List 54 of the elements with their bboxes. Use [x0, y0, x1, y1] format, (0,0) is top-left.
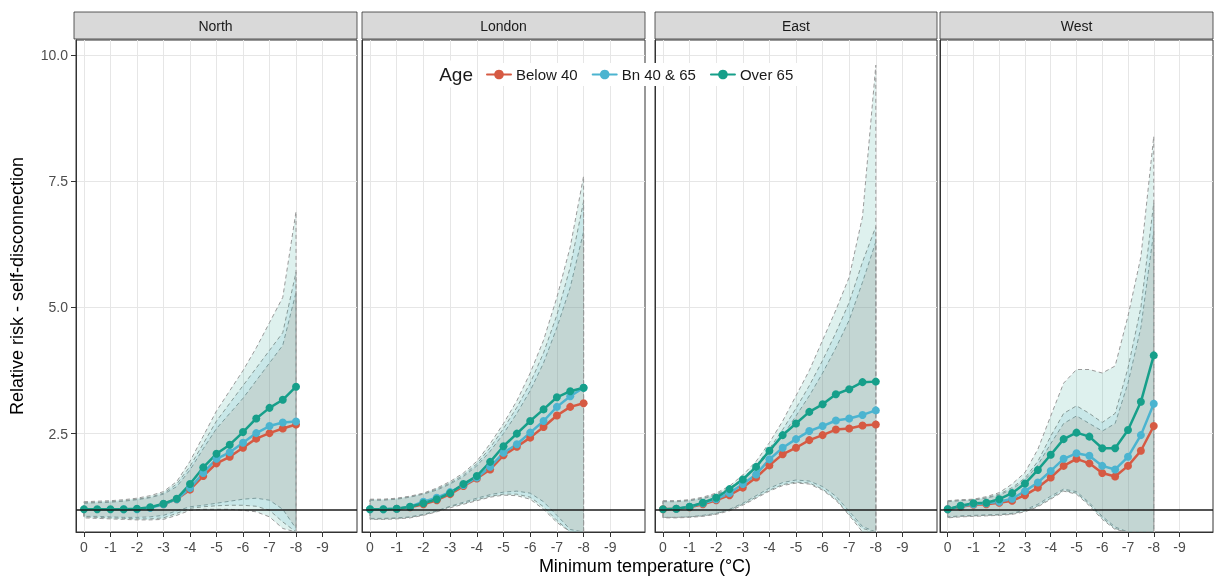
x-tick-label: -2	[993, 539, 1006, 555]
x-tick-label: -6	[1096, 539, 1109, 555]
x-tick-label: -8	[289, 539, 303, 555]
x-tick-label: -6	[523, 539, 537, 555]
x-tick-label: -6	[236, 539, 250, 555]
x-tick-label: -9	[604, 539, 617, 555]
legend-label: Below 40	[516, 66, 578, 83]
x-tick-label: -5	[1070, 539, 1083, 555]
x-tick-label: -2	[417, 539, 430, 555]
x-tick-label: -5	[789, 539, 803, 555]
x-tick-label: -2	[709, 539, 723, 555]
x-tick-label: -7	[1121, 539, 1135, 555]
x-tick-label: -7	[550, 539, 564, 555]
legend-title: Age	[439, 63, 473, 85]
x-tick-label: 0	[366, 539, 375, 555]
x-tick-label: 0	[80, 539, 89, 555]
chart-title: London	[480, 18, 527, 34]
legend-label: Over 65	[739, 66, 794, 83]
x-tick-label: -3	[443, 539, 457, 555]
x-tick-label: -8	[1147, 539, 1161, 555]
y-tick-label: 10.0	[40, 47, 69, 64]
x-tick-label: -3	[736, 539, 750, 555]
y-axis-title: Relative risk - self-disconnection	[7, 156, 27, 416]
x-tick-label: -9	[316, 539, 329, 555]
x-tick-label: -8	[869, 539, 883, 555]
x-tick-label: 0	[659, 539, 668, 555]
x-tick-label: -1	[104, 539, 117, 555]
x-tick-label: -4	[1044, 539, 1058, 555]
x-tick-label: -5	[210, 539, 223, 555]
y-tick-label: 2.5	[48, 425, 69, 442]
x-tick-label: -7	[842, 539, 856, 555]
x-tick-label: -3	[1018, 539, 1032, 555]
x-tick-label: -1	[967, 539, 980, 555]
x-tick-label: 0	[943, 539, 952, 555]
x-tick-label: -9	[1173, 539, 1186, 555]
legend-label: Bn 40 & 65	[621, 66, 696, 83]
x-tick-label: -2	[130, 539, 144, 555]
x-tick-label: -1	[683, 539, 697, 555]
x-tick-label: -4	[183, 539, 197, 555]
x-axis-title: Minimum temperature (°C)	[538, 556, 752, 576]
chart-title: North	[198, 18, 233, 34]
y-tick-label: 5.0	[48, 299, 69, 316]
chart-title: East	[781, 18, 811, 34]
y-tick-label: 7.5	[48, 173, 69, 190]
x-tick-label: -3	[157, 539, 170, 555]
x-tick-label: -4	[763, 539, 776, 555]
x-tick-label: -7	[263, 539, 276, 555]
chart-title: West	[1060, 18, 1093, 34]
x-tick-label: -1	[390, 539, 404, 555]
x-tick-label: -5	[497, 539, 510, 555]
x-tick-label: -9	[896, 539, 909, 555]
x-tick-label: -6	[816, 539, 830, 555]
x-tick-label: -8	[577, 539, 591, 555]
x-tick-label: -4	[470, 539, 484, 555]
